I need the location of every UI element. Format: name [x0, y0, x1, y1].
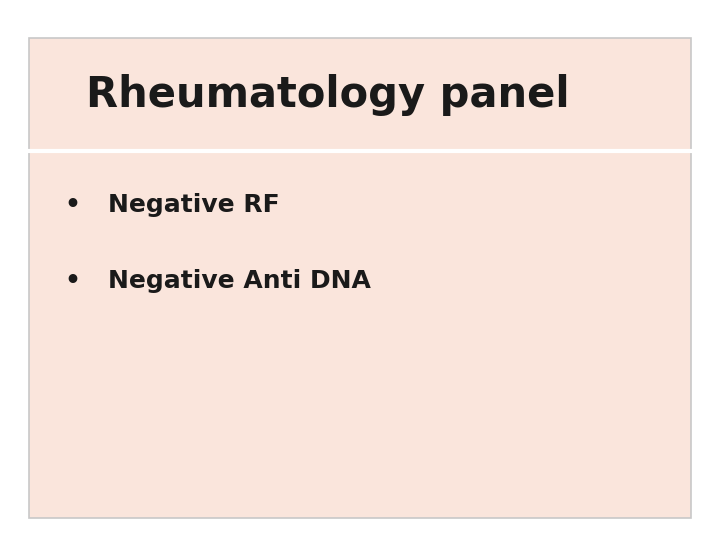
Text: •: •	[65, 269, 81, 293]
Text: •: •	[65, 193, 81, 217]
Text: Negative Anti DNA: Negative Anti DNA	[108, 269, 371, 293]
Text: Rheumatology panel: Rheumatology panel	[86, 73, 570, 116]
FancyBboxPatch shape	[29, 38, 691, 518]
Text: Negative RF: Negative RF	[108, 193, 279, 217]
